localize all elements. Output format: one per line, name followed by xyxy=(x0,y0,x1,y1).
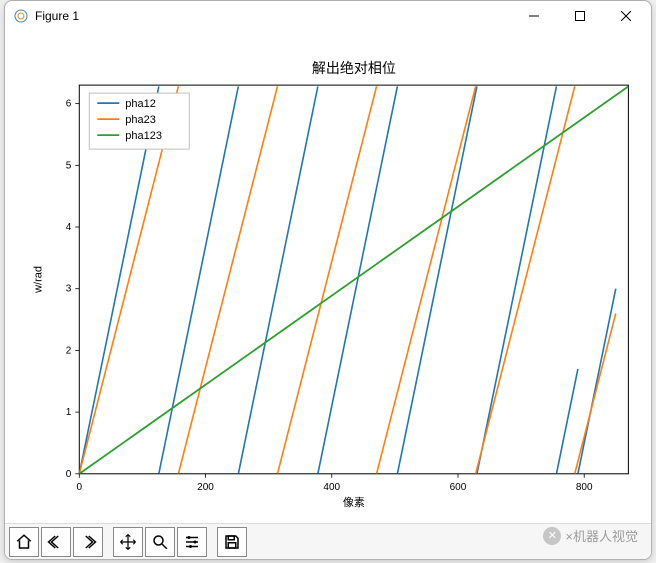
svg-text:800: 800 xyxy=(576,482,593,493)
pan-button[interactable] xyxy=(113,527,143,557)
chart-svg: 0 200 400 600 800 0 1 2 3 4 5 6 解出绝对相位像素 w/rad pha12 ph… xyxy=(5,31,651,523)
svg-text:3: 3 xyxy=(66,284,72,295)
matplotlib-toolbar xyxy=(5,523,651,559)
save-button[interactable] xyxy=(217,527,247,557)
svg-text:pha12: pha12 xyxy=(125,98,156,110)
svg-text:2: 2 xyxy=(66,345,72,356)
svg-text:400: 400 xyxy=(323,482,340,493)
home-button[interactable] xyxy=(9,527,39,557)
svg-text:解出绝对相位: 解出绝对相位 xyxy=(312,60,396,76)
svg-text:200: 200 xyxy=(197,482,214,493)
svg-text:600: 600 xyxy=(450,482,467,493)
back-button[interactable] xyxy=(41,527,71,557)
svg-text:pha23: pha23 xyxy=(125,114,156,126)
svg-text:4: 4 xyxy=(66,222,72,233)
svg-text:w/rad: w/rad xyxy=(32,266,44,294)
minimize-button[interactable] xyxy=(511,1,557,31)
svg-text:0: 0 xyxy=(77,482,83,493)
app-icon xyxy=(13,8,29,24)
plot-area[interactable]: 0 200 400 600 800 0 1 2 3 4 5 6 解出绝对相位像素 w/rad pha12 ph… xyxy=(5,31,651,523)
zoom-button[interactable] xyxy=(145,527,175,557)
maximize-button[interactable] xyxy=(557,1,603,31)
figure-window: Figure 1 0 200 400 600 800 0 1 2 3 4 5 6 解出绝对相位像素 w/r… xyxy=(4,0,652,560)
window-title: Figure 1 xyxy=(35,9,79,23)
forward-button[interactable] xyxy=(73,527,103,557)
svg-text:0: 0 xyxy=(66,469,72,480)
svg-text:1: 1 xyxy=(66,407,72,418)
configure-button[interactable] xyxy=(177,527,207,557)
svg-text:像素: 像素 xyxy=(343,496,365,509)
svg-text:pha123: pha123 xyxy=(125,130,162,142)
titlebar: Figure 1 xyxy=(5,1,651,31)
close-button[interactable] xyxy=(603,1,649,31)
svg-text:5: 5 xyxy=(66,160,72,171)
svg-text:6: 6 xyxy=(66,99,72,110)
